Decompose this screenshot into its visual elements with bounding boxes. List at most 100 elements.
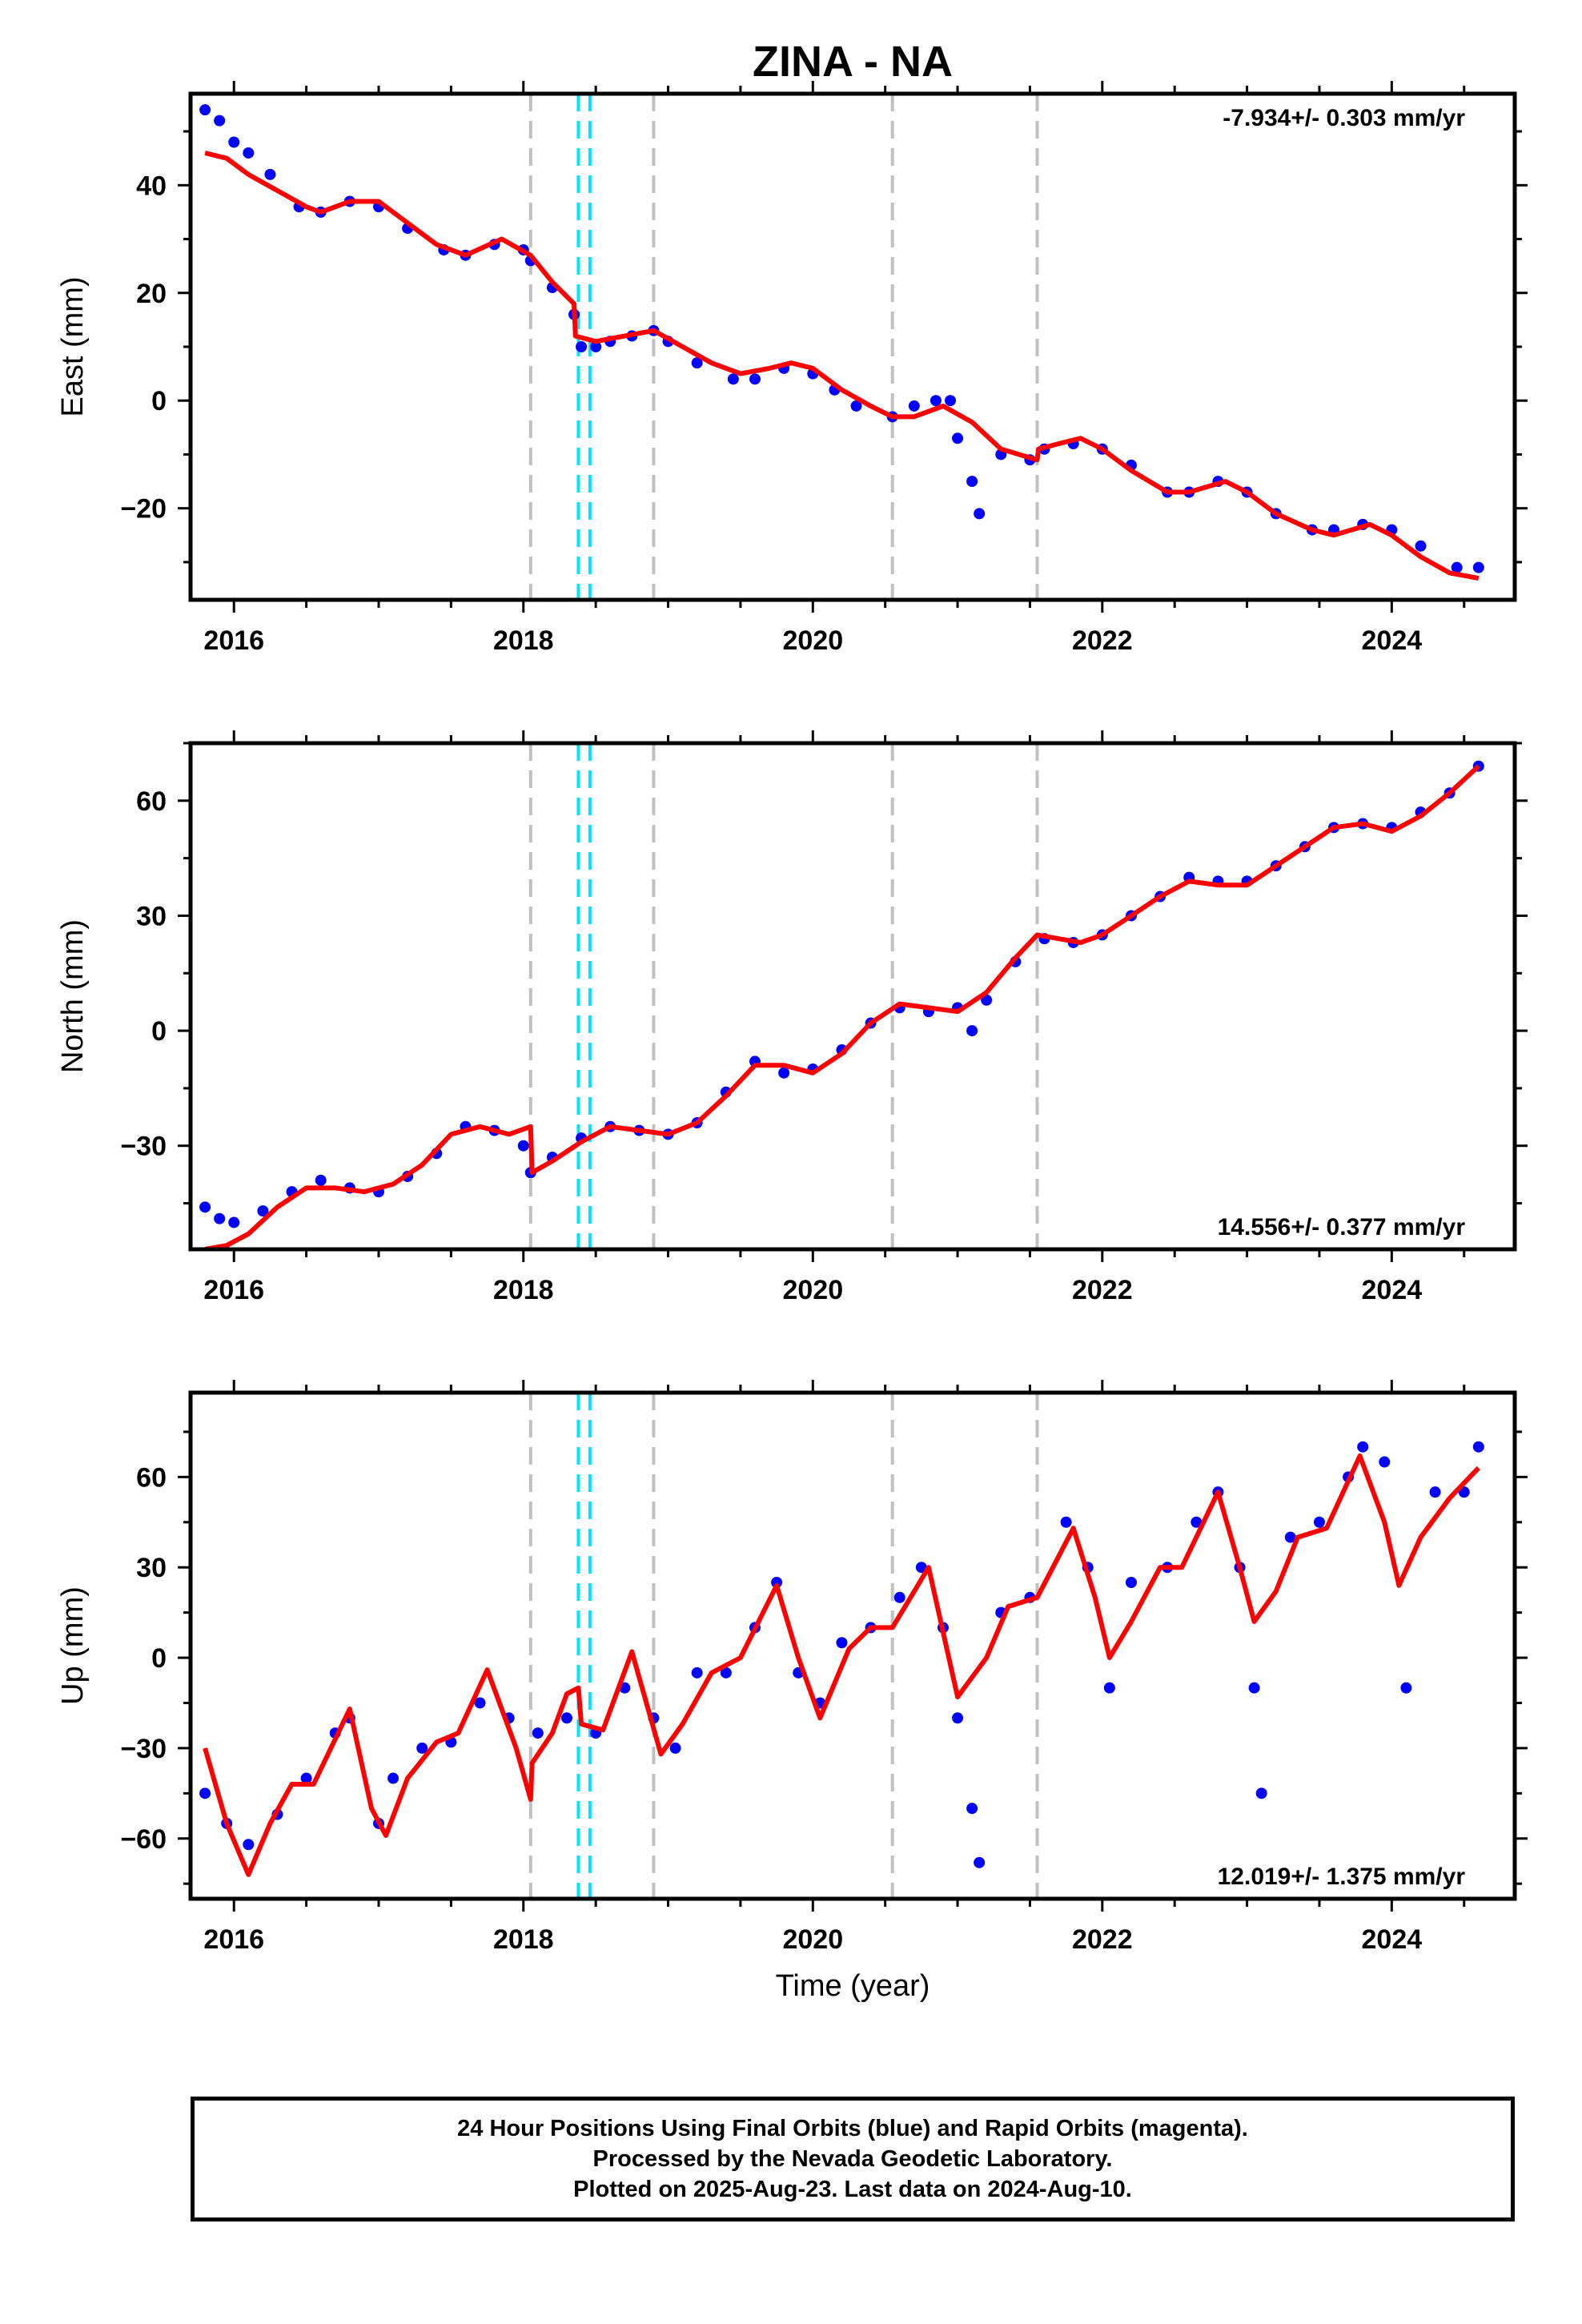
- up-data-point: [1429, 1486, 1441, 1498]
- north-data-point: [517, 1140, 529, 1152]
- up-x-tick-label: 2016: [203, 1924, 264, 1955]
- north-plot-area: [199, 743, 1484, 1249]
- up-data-point: [560, 1712, 572, 1724]
- up-x-tick-label: 2020: [782, 1924, 843, 1955]
- up-x-tick-label: 2022: [1072, 1924, 1133, 1955]
- up-data-point: [1255, 1787, 1267, 1799]
- east-data-point: [850, 400, 862, 412]
- footer-line-3: Plotted on 2025-Aug-23. Last data on 202…: [573, 2177, 1132, 2202]
- north-rate-label: 14.556+/- 0.377 mm/yr: [1218, 1214, 1466, 1240]
- up-data-point: [771, 1577, 783, 1588]
- up-rate-label: 12.019+/- 1.375 mm/yr: [1218, 1864, 1466, 1890]
- north-x-tick-label: 2024: [1362, 1275, 1423, 1305]
- east-data-point: [952, 432, 964, 444]
- east-data-point: [228, 136, 240, 148]
- north-x-tick-label: 2022: [1072, 1275, 1133, 1305]
- chart-title: ZINA - NA: [753, 38, 953, 86]
- east-y-tick-label: −20: [120, 494, 167, 525]
- up-x-tick-label: 2018: [493, 1924, 554, 1955]
- up-frame: [188, 1390, 1517, 1901]
- up-data-point: [1248, 1682, 1260, 1694]
- east-data-point: [945, 395, 957, 407]
- north-data-point: [257, 1205, 269, 1217]
- up-data-point: [300, 1772, 312, 1784]
- east-y-tick-label: 0: [151, 386, 167, 416]
- east-data-point: [908, 400, 920, 412]
- up-panel: 2016 2018 2020 2022 2024 −60 −30 0 30 60 Up (mm) 12…: [56, 1380, 1528, 1955]
- up-data-point: [669, 1742, 681, 1754]
- north-y-tick-label: −30: [120, 1132, 167, 1162]
- up-y-axis-label: Up (mm): [56, 1586, 90, 1705]
- up-x-tick-label: 2024: [1362, 1924, 1423, 1955]
- up-data-point: [836, 1637, 848, 1649]
- up-data-point: [974, 1856, 986, 1868]
- north-data-point: [315, 1174, 327, 1186]
- north-y-tick-label: 30: [136, 901, 167, 931]
- north-y-tick-label: 60: [136, 786, 167, 817]
- north-model-fit-line: [204, 764, 1480, 1249]
- up-data-point: [1103, 1682, 1115, 1694]
- east-data-point: [1415, 540, 1427, 552]
- east-data-point: [214, 115, 226, 127]
- up-data-point: [1357, 1441, 1369, 1453]
- north-x-tick-label: 2020: [782, 1275, 843, 1305]
- up-data-point: [1379, 1456, 1391, 1468]
- north-data-point: [778, 1067, 790, 1079]
- east-data-point: [243, 147, 255, 159]
- up-y-tick-label: −60: [120, 1824, 167, 1855]
- x-axis-label: Time (year): [776, 1969, 930, 2003]
- north-y-tick-label: 0: [151, 1016, 167, 1047]
- east-data-point: [974, 508, 986, 520]
- up-data-point: [199, 1787, 211, 1799]
- up-data-point: [1400, 1682, 1412, 1694]
- north-x-tick-label: 2018: [493, 1275, 554, 1305]
- east-plot-area: [199, 94, 1484, 600]
- east-x-tick-label: 2018: [493, 625, 554, 656]
- up-data-point: [1060, 1516, 1072, 1528]
- east-data-point: [727, 373, 739, 385]
- east-data-point: [966, 476, 978, 488]
- east-x-tick-label: 2016: [203, 625, 264, 656]
- up-data-point: [1191, 1516, 1203, 1528]
- east-data-point: [590, 341, 602, 352]
- north-data-point: [228, 1216, 240, 1228]
- east-data-point: [749, 373, 761, 385]
- up-data-point: [952, 1712, 964, 1724]
- east-rate-label: -7.934+/- 0.303 mm/yr: [1223, 105, 1465, 131]
- east-data-point: [930, 395, 942, 407]
- up-data-point: [532, 1727, 544, 1739]
- north-data-point: [981, 994, 993, 1006]
- east-y-tick-label: 40: [136, 171, 167, 201]
- east-data-point: [264, 168, 276, 180]
- up-data-point: [893, 1591, 905, 1603]
- up-data-point: [966, 1803, 978, 1815]
- footer-box: 24 Hour Positions Using Final Orbits (bl…: [191, 2097, 1515, 2221]
- up-y-tick-label: −30: [120, 1734, 167, 1764]
- east-data-point: [199, 104, 211, 116]
- north-data-point: [214, 1212, 226, 1224]
- east-model-fit-line: [204, 151, 1480, 581]
- up-y-tick-label: 60: [136, 1462, 167, 1493]
- east-x-tick-label: 2020: [782, 625, 843, 656]
- east-data-point: [576, 341, 588, 352]
- footer-line-1: 24 Hour Positions Using Final Orbits (bl…: [457, 2116, 1248, 2141]
- up-data-point: [720, 1667, 732, 1679]
- up-model-fit-line: [203, 1454, 1480, 1877]
- north-frame: [188, 741, 1517, 1252]
- up-data-point: [416, 1742, 428, 1754]
- up-y-tick-label: 30: [136, 1553, 167, 1583]
- up-data-point: [387, 1772, 400, 1784]
- east-x-tick-label: 2022: [1072, 625, 1133, 656]
- up-data-point: [243, 1839, 255, 1851]
- east-data-point: [691, 357, 703, 369]
- north-data-point: [199, 1201, 211, 1213]
- north-panel: 2016 2018 2020 2022 2024 −30 0 30 60 North (mm) 14…: [56, 730, 1528, 1305]
- up-data-point: [1472, 1441, 1484, 1453]
- east-y-tick-label: 20: [136, 279, 167, 309]
- footer-line-2: Processed by the Nevada Geodetic Laborat…: [592, 2146, 1113, 2172]
- north-data-point: [966, 1025, 978, 1037]
- up-plot-area: [199, 1393, 1484, 1899]
- up-data-point: [474, 1697, 486, 1709]
- up-data-point: [1313, 1516, 1325, 1528]
